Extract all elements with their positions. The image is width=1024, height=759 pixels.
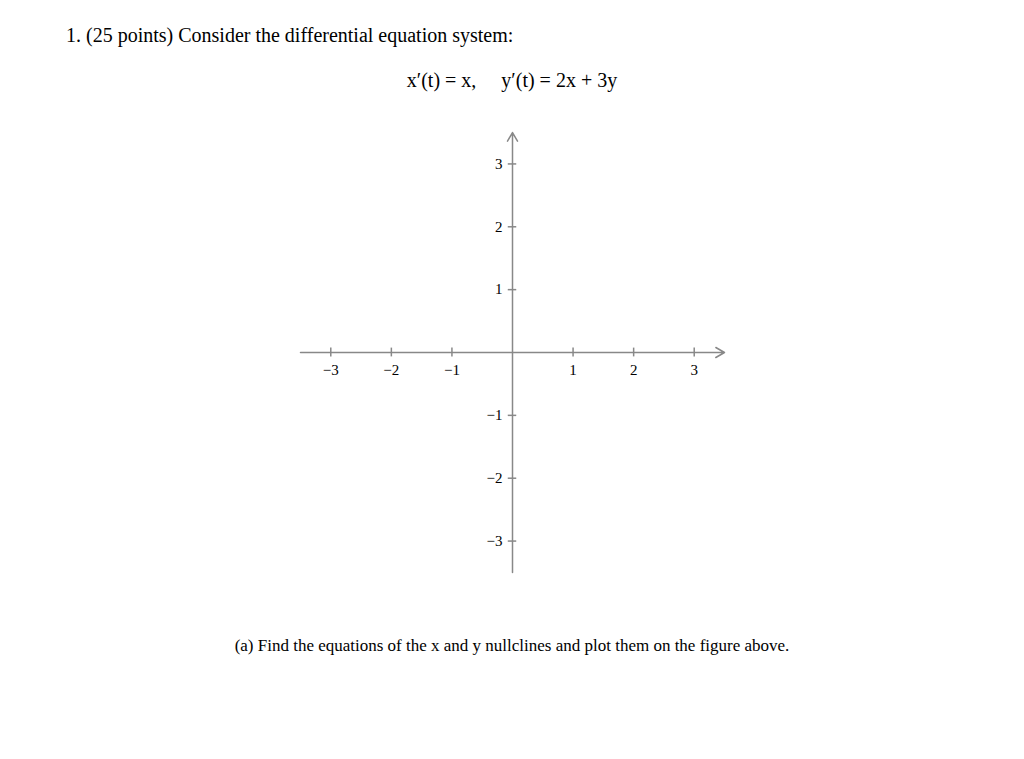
svg-text:2: 2 bbox=[495, 219, 503, 235]
svg-text:1: 1 bbox=[495, 281, 503, 297]
svg-text:1: 1 bbox=[569, 362, 577, 378]
html-text:x′(t) = x, y′(t) = 2x + 3y: x′(t) = x, y′(t) = 2x + 3y bbox=[406, 69, 618, 91]
html-text:(a) Find the equations of the: (a) Find the equations of the x and y nu… bbox=[234, 636, 790, 655]
svg-text:2: 2 bbox=[630, 362, 638, 378]
svg-text:−3: −3 bbox=[323, 362, 339, 378]
svg-text:3: 3 bbox=[690, 362, 698, 378]
svg-text:−2: −2 bbox=[383, 362, 399, 378]
svg-text:3: 3 bbox=[495, 156, 503, 172]
svg-text:−3: −3 bbox=[487, 533, 503, 549]
svg-text:−1: −1 bbox=[444, 362, 460, 378]
html-text:1. (25 points) Consider the di: 1. (25 points) Consider the differential… bbox=[66, 24, 514, 46]
svg-text:−2: −2 bbox=[487, 470, 503, 486]
svg-text:−1: −1 bbox=[487, 407, 503, 423]
